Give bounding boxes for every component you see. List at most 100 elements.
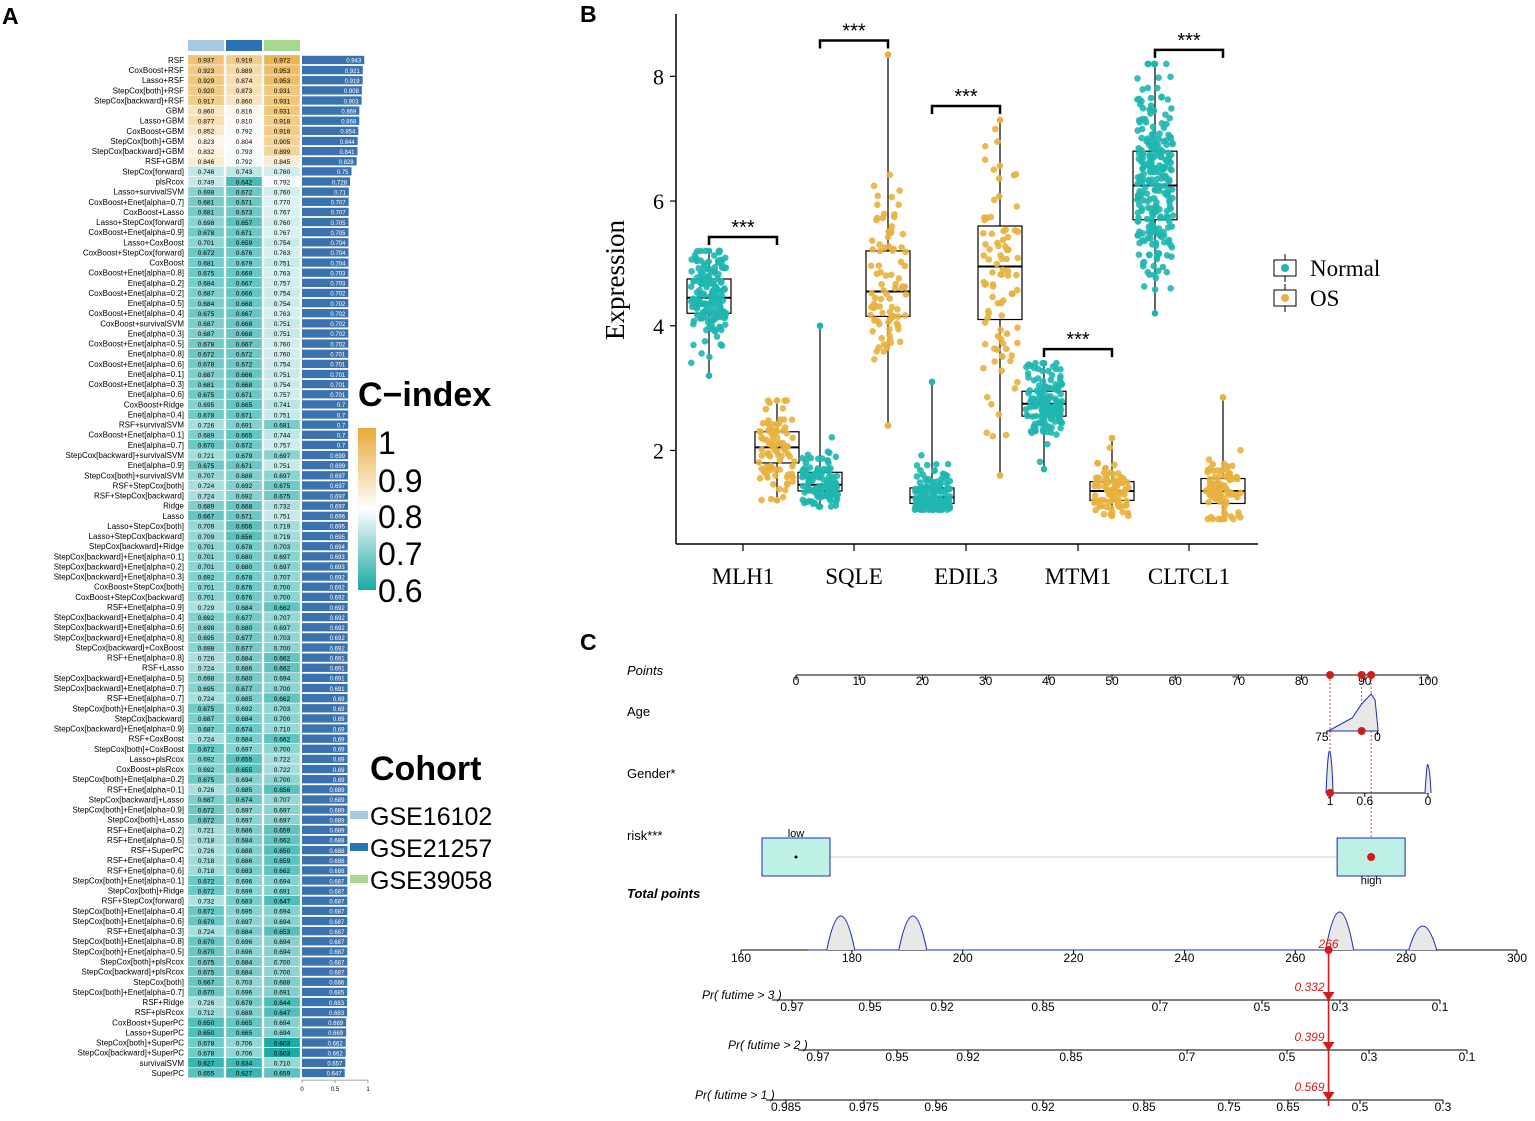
heatmap-cell-value: 0.678 (198, 230, 215, 237)
heatmap-cell (263, 409, 301, 420)
heatmap-cell (225, 125, 263, 136)
data-point (776, 485, 783, 493)
data-point (894, 306, 901, 313)
heatmap-cell-value: 0.694 (274, 1030, 291, 1037)
data-point (708, 309, 715, 316)
heatmap-cell-value: 0.707 (274, 797, 291, 804)
data-point (1057, 390, 1064, 398)
heatmap-cell-value: 0.701 (198, 595, 215, 602)
heatmap-cell-value: 0.707 (274, 615, 291, 622)
data-point (756, 428, 763, 435)
heatmap-cell-value: 0.695 (198, 686, 215, 693)
data-point (886, 295, 893, 302)
mean-cindex-value: 0.687 (329, 879, 345, 885)
model-label: RSF+StepCox[backward] (94, 492, 184, 501)
heatmap-cell-value: 0.691 (274, 888, 291, 895)
heatmap-cell (263, 753, 301, 764)
mean-cindex-value: 0.728 (332, 180, 348, 186)
model-label: RSF+Enet[alpha=0.4] (107, 856, 184, 865)
data-point (1053, 431, 1060, 438)
data-point (1002, 431, 1010, 439)
heatmap-cell-value: 0.701 (198, 554, 215, 561)
heatmap-cell (187, 510, 225, 521)
heatmap-cell-value: 0.724 (198, 696, 215, 703)
mean-cindex-value: 0.704 (330, 241, 346, 247)
heatmap-cell-value: 0.680 (236, 625, 253, 632)
legend-dot (1281, 294, 1289, 302)
model-label: StepCox[backward]+plsRcox (82, 968, 185, 977)
mean-cindex-bar (302, 471, 349, 480)
heatmap-cell-value: 0.687 (198, 726, 215, 733)
gender-tick-label: 0 (1425, 794, 1432, 808)
heatmap-cell-value: 0.792 (236, 129, 253, 136)
mean-cindex-bar (302, 268, 349, 277)
mean-cindex-value: 0.695 (330, 525, 346, 531)
data-point (710, 288, 718, 296)
data-point (1036, 458, 1044, 466)
data-point (981, 156, 989, 163)
heatmap-cell (187, 1017, 225, 1028)
mean-cindex-bar (302, 987, 348, 997)
mean-cindex-value: 0.687 (329, 889, 345, 895)
heatmap-cell-value: 0.889 (236, 68, 253, 75)
heatmap-cell-value: 0.678 (198, 1050, 215, 1057)
heatmap-cell-value: 0.697 (274, 564, 291, 571)
data-point (884, 233, 892, 241)
data-point (1135, 194, 1142, 201)
heatmap-cell-value: 0.678 (198, 1040, 215, 1047)
heatmap-cell-value: 0.953 (274, 68, 291, 75)
data-point (1144, 84, 1152, 92)
heatmap-cell-value: 0.696 (236, 939, 253, 946)
heatmap-cell (187, 419, 225, 430)
data-point (923, 477, 930, 485)
data-point (1003, 345, 1010, 353)
heatmap-cell-value: 0.760 (274, 352, 291, 359)
heatmap-cell (187, 855, 225, 866)
data-point (1235, 509, 1242, 516)
data-point (1033, 401, 1040, 409)
mean-cindex-value: 0.683 (329, 1011, 345, 1017)
data-point (818, 455, 826, 462)
mean-cindex-value: 0.921 (345, 69, 361, 75)
heatmap-cell-value: 0.767 (274, 230, 291, 237)
model-label: Enet[alpha=0.5] (128, 299, 184, 308)
heatmap-cell (225, 267, 263, 278)
heatmap-cell-value: 0.672 (198, 878, 215, 885)
heatmap-cell-value: 0.832 (198, 149, 215, 156)
data-point (1119, 479, 1126, 486)
data-point (995, 193, 1003, 200)
data-point (895, 275, 903, 282)
heatmap-cell (187, 996, 225, 1007)
heatmap-cell-value: 0.679 (236, 260, 253, 267)
heatmap-cell-value: 0.668 (236, 301, 253, 308)
heatmap-cell (225, 1057, 263, 1068)
heatmap-cell (187, 368, 225, 379)
gender-label: Gender* (627, 766, 675, 781)
data-point (1053, 401, 1060, 408)
model-label: RSF+StepCox[forward] (102, 897, 184, 906)
probability-value: 0.332 (1295, 980, 1325, 994)
mean-cindex-bar (302, 937, 348, 946)
heatmap-cell (225, 64, 263, 76)
data-point (1237, 446, 1244, 454)
gender-tick-label: 0.6 (1356, 794, 1373, 808)
bar-axis-tick-label: 1 (366, 1087, 370, 1093)
mean-cindex-value: 0.702 (330, 292, 346, 298)
data-point (688, 359, 695, 367)
heatmap-cell-value: 0.722 (274, 767, 291, 774)
heatmap-cell-value: 0.692 (236, 493, 253, 500)
data-point (928, 501, 936, 509)
data-point (885, 318, 892, 326)
data-point (713, 295, 721, 302)
heatmap-cell (225, 530, 263, 541)
data-point (696, 298, 704, 306)
heatmap-cell (263, 895, 301, 906)
mean-cindex-value: 0.687 (329, 910, 345, 916)
data-point (693, 303, 700, 310)
data-point (1154, 249, 1161, 257)
data-point (994, 138, 1001, 145)
heatmap-cell-value: 0.687 (198, 372, 215, 379)
heatmap-cell (263, 429, 301, 440)
data-point (1155, 169, 1163, 176)
